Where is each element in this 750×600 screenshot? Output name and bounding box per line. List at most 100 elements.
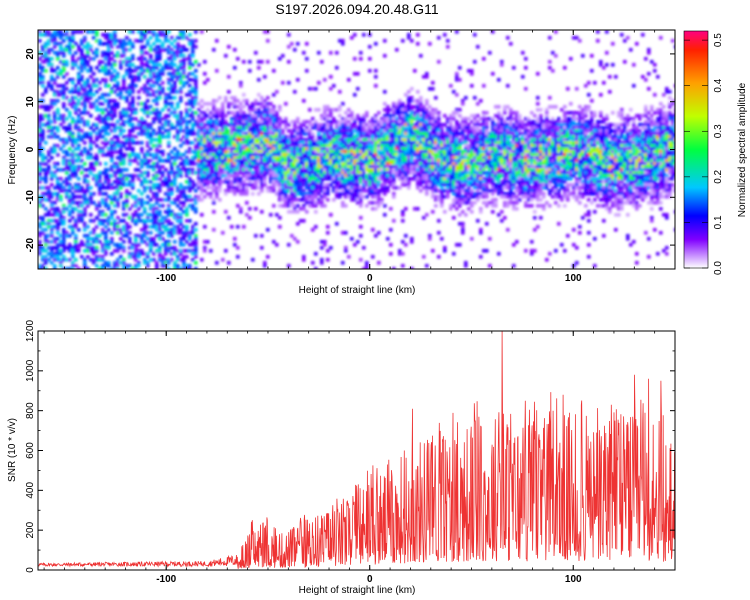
spectrogram-cell [227, 216, 231, 220]
spectrogram-cell [161, 30, 165, 34]
spectrogram-cell [212, 177, 216, 181]
spectrogram-cell [143, 30, 147, 34]
spectrogram-cell [290, 198, 294, 202]
spectrogram-cell [326, 186, 330, 190]
spectrogram-cell [437, 177, 441, 181]
spectrogram-cell [170, 66, 174, 70]
spectrogram-cell [134, 267, 138, 269]
spectrogram-cell [68, 204, 72, 208]
spectrogram-cell [89, 213, 93, 217]
spectrogram-cell [92, 168, 96, 172]
spectrogram-cell [182, 204, 186, 208]
spectrogram-cell [299, 147, 303, 151]
spectrogram-cell [131, 63, 135, 67]
spectrogram-cell [425, 114, 429, 118]
spectrogram-cell [164, 102, 168, 106]
spectrogram-cell [104, 126, 108, 130]
spectrogram-cell [440, 168, 444, 172]
spectrogram-cell [164, 228, 168, 232]
spectrogram-cell [107, 48, 111, 52]
spectrogram-cell [179, 78, 183, 82]
spectrogram-cell [362, 267, 366, 269]
spectrogram-cell [431, 81, 435, 85]
spectrogram-cell [155, 261, 159, 265]
spectrogram-cell [194, 162, 198, 166]
spectrogram-cell [269, 144, 273, 148]
spectrogram-cell [41, 33, 45, 37]
spectrogram-cell [134, 213, 138, 217]
spectrogram-cell [326, 105, 330, 109]
spectrogram-cell [431, 138, 435, 142]
spectrogram-cell [347, 138, 351, 142]
spectrogram-cell [371, 195, 375, 199]
spectrogram-cell [440, 177, 444, 181]
spectrogram-cell [47, 51, 51, 55]
spectrogram-cell [452, 135, 456, 139]
spectrogram-cell [83, 81, 87, 85]
spectrogram-cell [212, 171, 216, 175]
spectrogram-cell [191, 180, 195, 184]
spectrogram-cell [188, 39, 192, 43]
spectrogram-cell [209, 126, 213, 130]
spectrogram-cell [320, 177, 324, 181]
spectrogram-cell [230, 126, 234, 130]
spectrogram-cell [248, 126, 252, 130]
spectrogram-cell [419, 162, 423, 166]
spectrogram-cell [107, 147, 111, 151]
spectrogram-cell [263, 177, 267, 181]
spectrogram-cell [134, 141, 138, 145]
spectrogram-cell [410, 132, 414, 136]
spectrogram-cell [431, 165, 435, 169]
spectrogram-cell [380, 183, 384, 187]
spectrogram-cell [104, 51, 108, 55]
spectrogram-cell [71, 57, 75, 61]
spectrogram-cell [152, 69, 156, 73]
spectrogram-cell [116, 87, 120, 91]
spectrogram-cell [104, 213, 108, 217]
spectrogram-cell [47, 234, 51, 238]
spectrogram-cell [353, 120, 357, 124]
spectrogram-cell [134, 243, 138, 247]
spectrogram-cell [395, 120, 399, 124]
spectrogram-cell [119, 87, 123, 91]
spectrogram-cell [227, 168, 231, 172]
spectrogram-cell [53, 255, 57, 259]
spectrogram-cell [446, 171, 450, 175]
spectrogram-cell [209, 165, 213, 169]
spectrogram-cell [74, 120, 78, 124]
spectrogram-cell [455, 126, 459, 130]
spectrogram-cell [305, 183, 309, 187]
spectrogram-cell [341, 144, 345, 148]
spectrogram-cell [113, 114, 117, 118]
spectrogram-cell [245, 174, 249, 178]
spectrogram-cell [203, 150, 207, 154]
spectrogram-cell [56, 243, 60, 247]
spectrogram-cell [155, 174, 159, 178]
spectrogram-cell [137, 132, 141, 136]
spectrogram-cell [224, 141, 228, 145]
spectrogram-cell [125, 174, 129, 178]
spectrogram-cell [446, 195, 450, 199]
spectrogram-cell [200, 150, 204, 154]
spectrogram-cell [128, 84, 132, 88]
spectrogram-cell [56, 153, 60, 157]
spectrogram-cell [377, 156, 381, 160]
spectrogram-cell [425, 165, 429, 169]
spectrogram-cell [410, 87, 414, 91]
spectrogram-cell [218, 138, 222, 142]
spectrogram-cell [215, 168, 219, 172]
spectrogram-cell [416, 177, 420, 181]
spectrogram-cell [143, 111, 147, 115]
spectrogram-cell [350, 141, 354, 145]
spectrogram-cell [326, 171, 330, 175]
spectrogram-cell [359, 198, 363, 202]
spectrogram-cell [272, 105, 276, 109]
spectrogram-cell [398, 102, 402, 106]
spectrogram-cell [224, 177, 228, 181]
spectrogram-cell [71, 156, 75, 160]
spectrogram-cell [152, 219, 156, 223]
spectrogram-cell [131, 126, 135, 130]
spectrogram-cell [122, 207, 126, 211]
spectrogram-cell [95, 144, 99, 148]
spectrogram-cell [377, 111, 381, 115]
